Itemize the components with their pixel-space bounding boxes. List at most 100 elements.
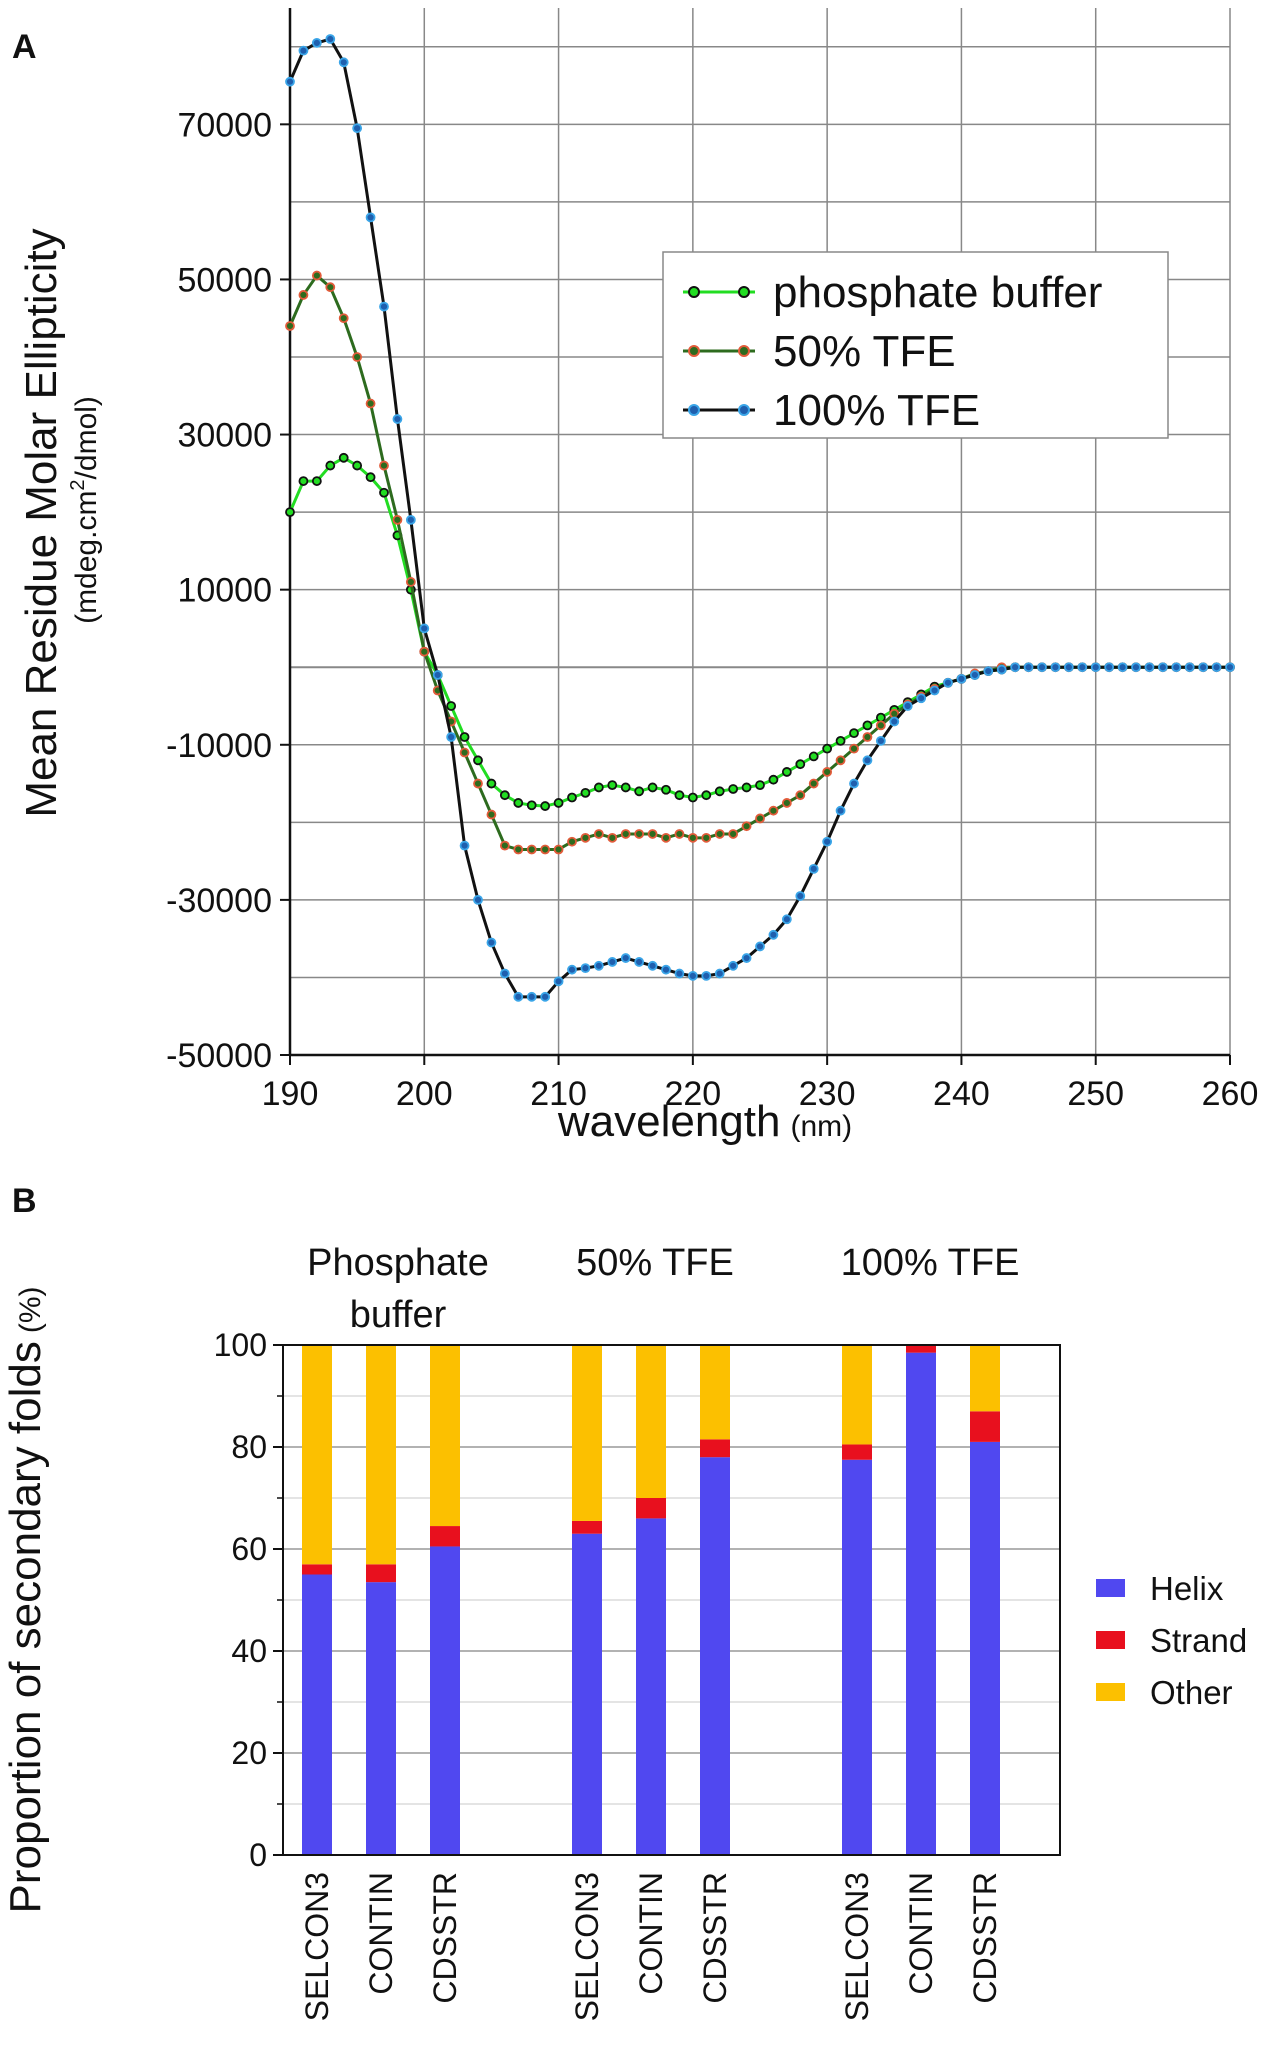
bar-segment-helix (636, 1518, 666, 1855)
legend-marker-tfe100 (738, 404, 750, 416)
legend-marker-phosphate (688, 286, 700, 298)
spectrum-xlabel: wavelength (nm) (557, 1097, 852, 1146)
data-point-tfe50 (781, 798, 792, 808)
data-point-phosphate (634, 786, 645, 797)
data-point-phosphate (513, 798, 524, 808)
data-point-tfe50 (513, 844, 524, 855)
data-point-phosphate (540, 801, 551, 811)
data-point-phosphate (473, 755, 483, 766)
data-point-tfe50 (365, 398, 376, 409)
bar-segment-other (700, 1345, 730, 1440)
data-point-tfe100 (996, 664, 1007, 675)
data-point-phosphate (862, 720, 873, 731)
data-point-tfe100 (929, 685, 940, 696)
x-tick-label: 200 (396, 1075, 453, 1113)
y-tick-label: 60 (231, 1531, 267, 1567)
x-tick-label: CDSSTR (697, 1872, 733, 2004)
data-point-tfe50 (661, 832, 671, 843)
data-point-phosphate (553, 798, 564, 808)
x-tick-label: 240 (933, 1075, 990, 1113)
data-point-tfe100 (875, 736, 886, 746)
data-point-tfe100 (325, 34, 336, 44)
data-point-tfe100 (849, 778, 859, 789)
data-point-tfe100 (755, 941, 765, 952)
bar-legend: Helix Strand Other (1096, 1570, 1247, 1711)
data-point-tfe100 (916, 693, 927, 704)
data-point-phosphate (687, 792, 698, 803)
data-point-tfe50 (835, 755, 846, 766)
data-point-tfe50 (553, 844, 564, 855)
legend-label-tfe100: 100% TFE (773, 386, 980, 435)
y-tick-label: 100 (214, 1327, 267, 1363)
spectrum-ylabel: Mean Residue Molar Ellipticity (17, 228, 66, 817)
legend-marker-phosphate (738, 286, 750, 298)
data-point-tfe50 (419, 646, 430, 657)
x-tick-label: CONTIN (363, 1872, 399, 1995)
data-point-tfe100 (808, 863, 819, 874)
data-point-tfe100 (526, 991, 537, 1002)
data-point-tfe100 (405, 514, 416, 525)
legend-label-other: Other (1150, 1674, 1233, 1711)
data-point-tfe100 (862, 755, 873, 766)
data-point-tfe100 (285, 76, 295, 87)
data-point-phosphate (701, 790, 712, 801)
bar-segment-strand (906, 1345, 936, 1353)
data-point-tfe50 (862, 732, 873, 742)
bar-segment-strand (636, 1498, 666, 1519)
data-point-tfe100 (835, 805, 846, 816)
x-tick-label: 210 (530, 1075, 587, 1113)
bar-segment-helix (366, 1582, 396, 1855)
data-point-tfe100 (392, 414, 403, 424)
data-point-tfe100 (647, 960, 658, 971)
data-point-tfe100 (540, 991, 551, 1002)
data-point-phosphate (822, 743, 833, 754)
bar-segment-other (842, 1345, 872, 1445)
data-point-tfe50 (768, 805, 779, 816)
data-point-phosphate (285, 507, 295, 518)
data-point-tfe50 (741, 821, 752, 832)
bar-stacks (302, 1345, 1000, 1855)
data-point-tfe100 (741, 953, 752, 963)
bar-group-labels: Phosphate buffer 50% TFE 100% TFE (307, 1242, 1019, 1336)
data-point-tfe50 (567, 836, 577, 847)
data-point-tfe100 (311, 38, 322, 48)
x-tick-label: CONTIN (633, 1872, 669, 1995)
bar-segment-other (430, 1345, 460, 1527)
legend-label-phosphate: phosphate buffer (773, 268, 1102, 317)
data-point-tfe100 (714, 968, 725, 979)
data-point-tfe50 (593, 829, 604, 839)
data-point-tfe100 (620, 953, 631, 963)
bar-ylabel: Proportion of secondary folds(%) (1, 1287, 50, 1914)
data-point-phosphate (459, 732, 470, 742)
series-line-phosphate (288, 456, 1230, 808)
legend-label-tfe50: 50% TFE (773, 327, 956, 376)
data-point-tfe50 (687, 832, 698, 843)
data-point-tfe50 (795, 790, 806, 801)
y-tick-label: -10000 (166, 727, 272, 765)
data-point-tfe100 (701, 970, 712, 981)
data-point-tfe100 (553, 976, 564, 987)
bar-segment-helix (302, 1574, 332, 1855)
data-point-phosphate (674, 790, 685, 801)
data-point-tfe100 (728, 960, 739, 971)
panel-b-label: B (12, 1182, 37, 1220)
data-point-tfe100 (499, 968, 510, 979)
data-point-tfe100 (1184, 662, 1195, 673)
data-point-tfe100 (1157, 662, 1168, 673)
data-point-tfe100 (379, 301, 389, 312)
data-point-tfe50 (701, 832, 712, 843)
bar-segment-other (366, 1345, 396, 1565)
data-point-tfe100 (459, 840, 470, 851)
data-point-tfe100 (969, 670, 980, 680)
data-point-tfe50 (714, 829, 725, 839)
data-point-tfe50 (674, 829, 685, 839)
data-point-tfe100 (446, 732, 457, 742)
data-point-tfe50 (298, 290, 309, 300)
data-point-tfe100 (486, 937, 497, 948)
legend-label-helix: Helix (1150, 1570, 1224, 1607)
data-point-phosphate (593, 782, 604, 793)
data-point-tfe100 (1117, 662, 1128, 673)
y-tick-label: 50000 (177, 261, 272, 299)
legend-marker-tfe50 (688, 345, 700, 357)
data-point-tfe100 (567, 964, 577, 975)
